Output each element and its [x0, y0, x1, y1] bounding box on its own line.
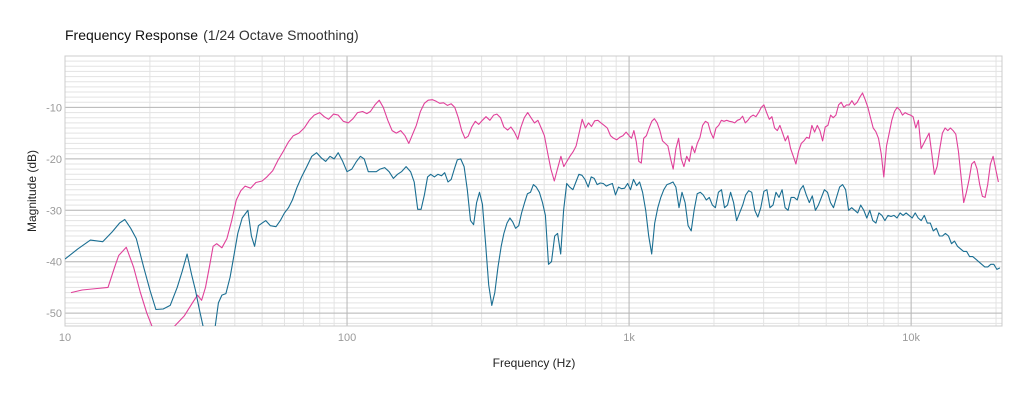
x-axis-ticks: 10 100 1k 10k: [59, 332, 921, 344]
series-line-1: [70, 92, 999, 326]
y-tick-label: -30: [46, 205, 62, 217]
y-axis-ticks: -10 -20 -30 -40 -50: [46, 102, 62, 320]
chart-title: Frequency Response: [65, 27, 198, 43]
grid-lines: [64, 55, 1003, 327]
chart-title-line: Frequency Response (1/24 Octave Smoothing…: [65, 27, 359, 43]
chart-subtitle: (1/24 Octave Smoothing): [203, 27, 359, 43]
series-line-2: [65, 152, 1001, 326]
x-tick-label: 100: [338, 332, 356, 344]
x-axis-label: Frequency (Hz): [493, 356, 576, 370]
x-tick-label: 1k: [623, 332, 635, 344]
plot-border: [64, 55, 1003, 327]
y-axis-label: Magnitude (dB): [25, 150, 39, 232]
x-tick-label: 10k: [902, 332, 920, 344]
y-tick-label: -50: [46, 308, 62, 320]
y-tick-label: -40: [46, 257, 62, 269]
series-layer: [65, 92, 1001, 326]
x-tick-label: 10: [59, 332, 71, 344]
y-tick-label: -20: [46, 154, 62, 166]
y-tick-label: -10: [46, 102, 62, 114]
